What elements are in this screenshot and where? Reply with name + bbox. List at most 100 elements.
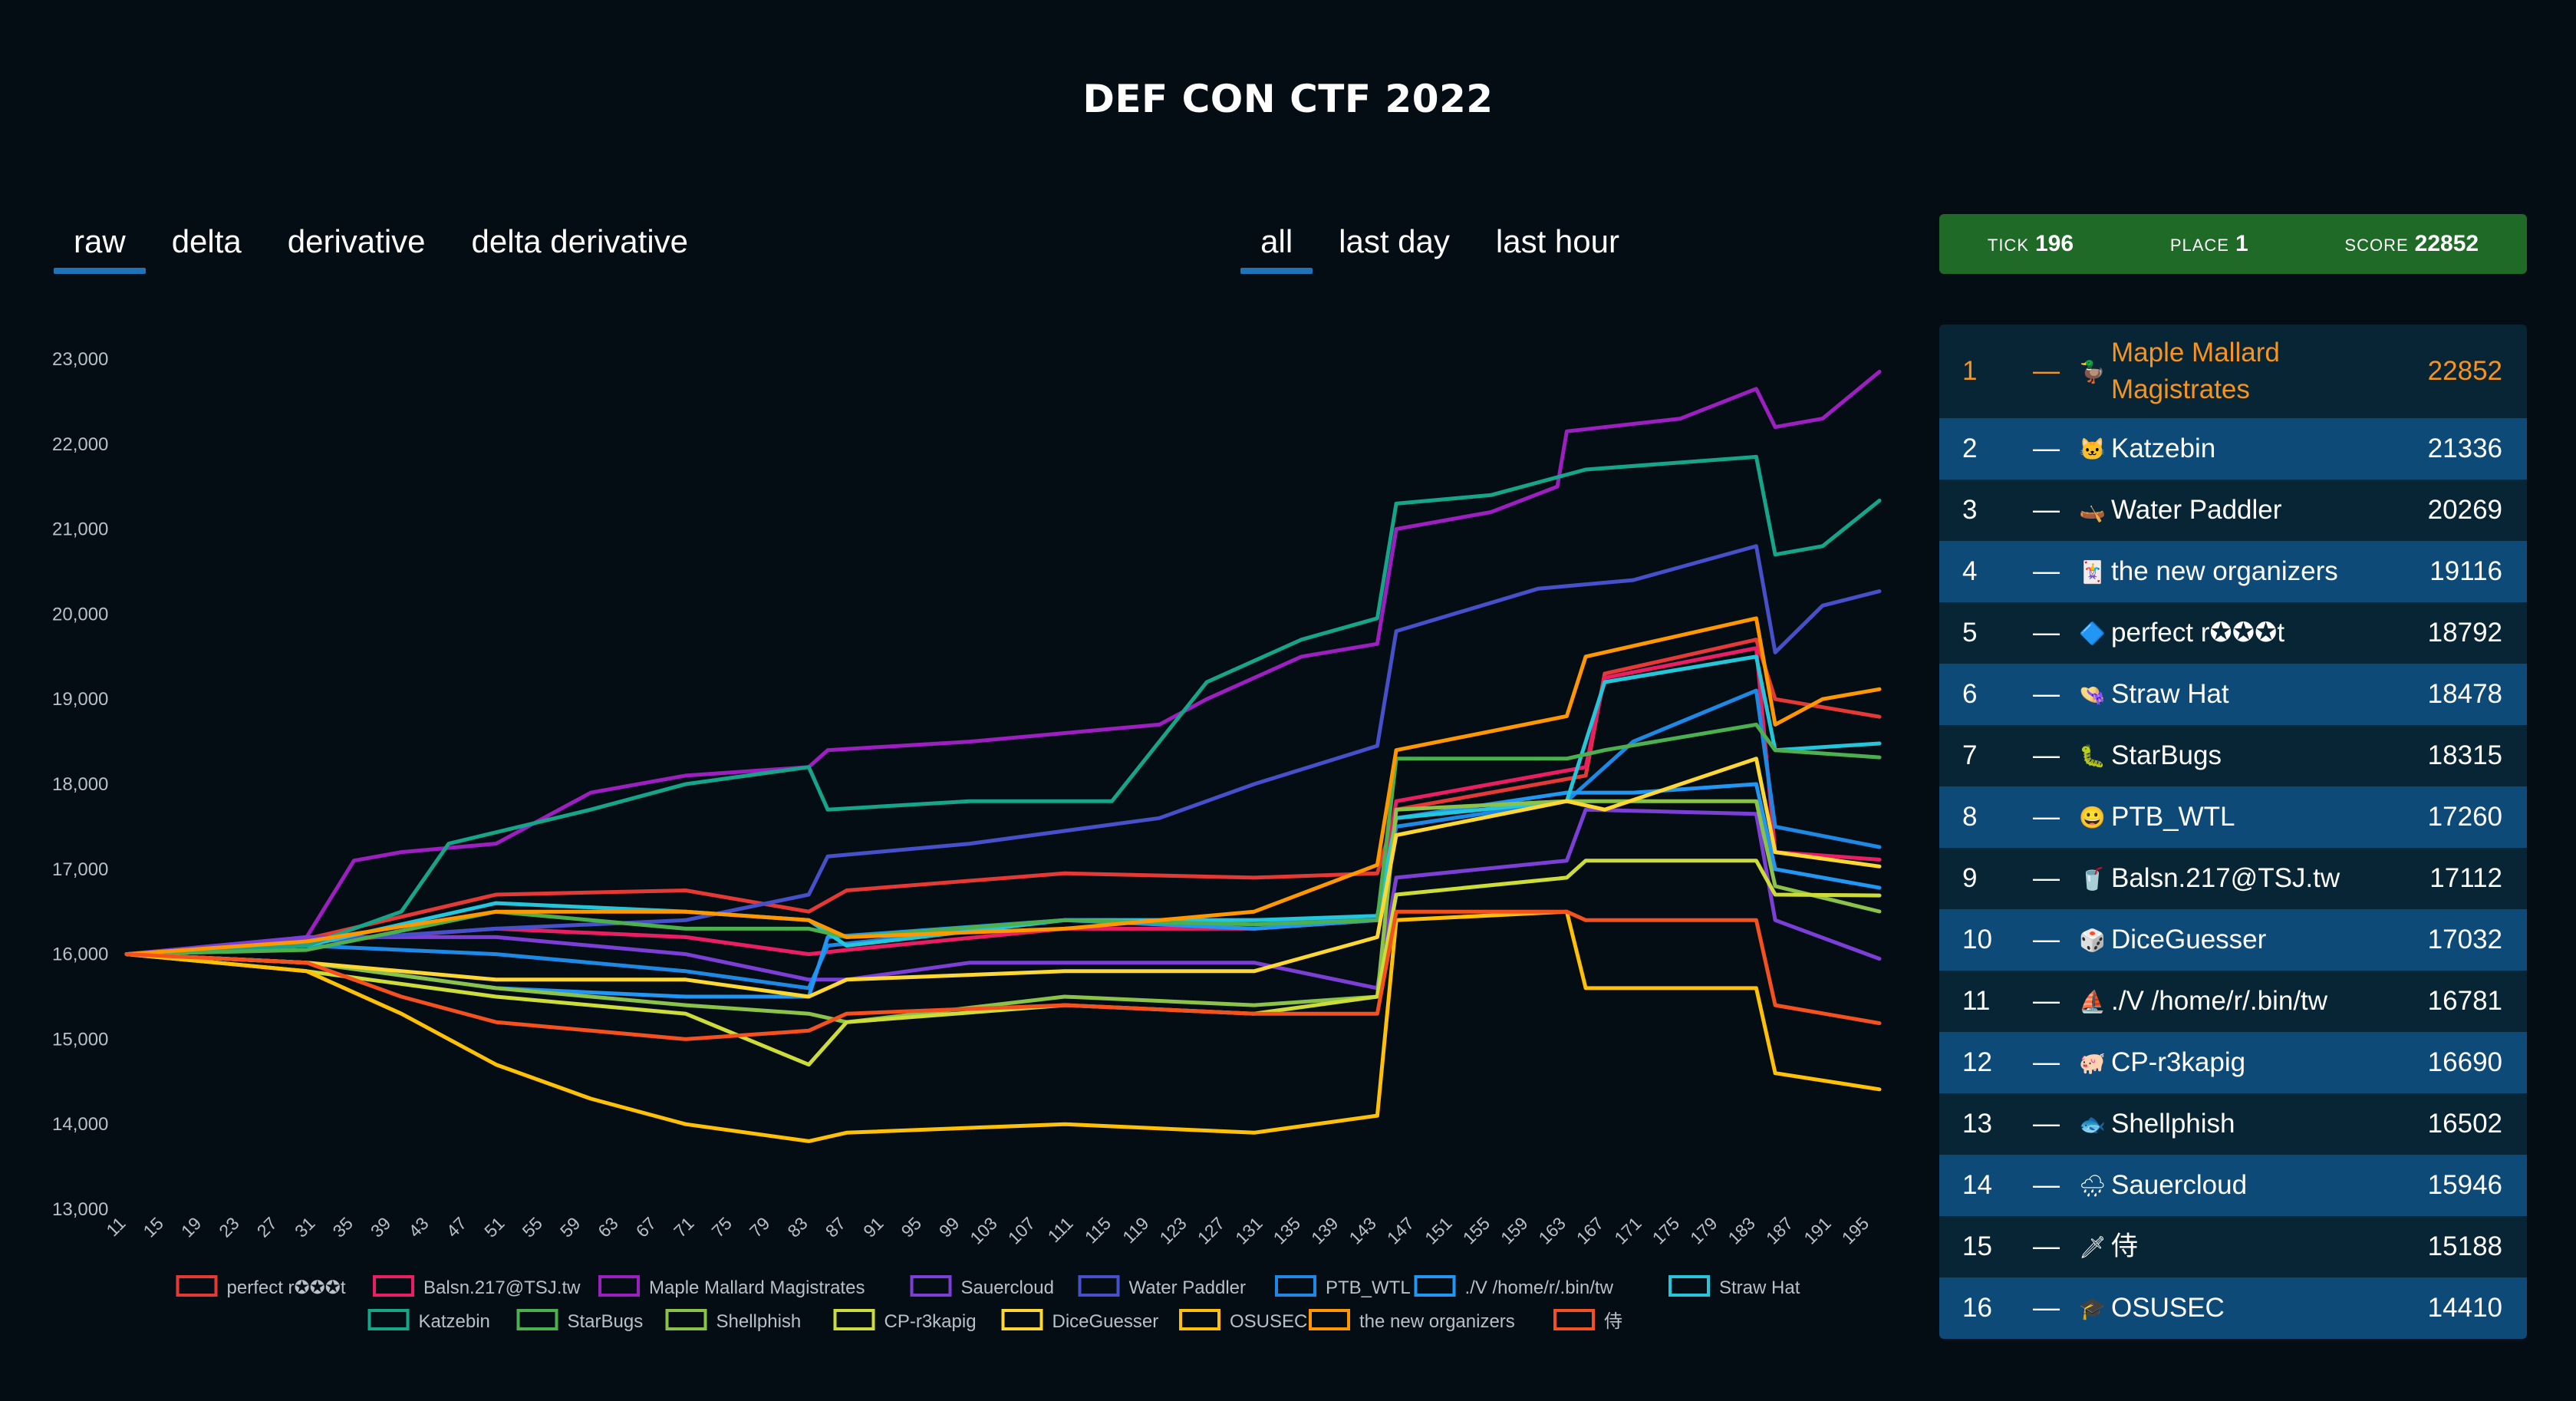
- legend-swatch[interactable]: [1179, 1309, 1220, 1330]
- scoreboard-row[interactable]: 11 — ⛵ ./V /home/r/.bin/tw 16781: [1939, 971, 2527, 1032]
- legend-swatch[interactable]: [367, 1309, 410, 1330]
- scoreboard-row[interactable]: 4 — 🃏 the new organizers 19116: [1939, 541, 2527, 602]
- series-line[interactable]: [124, 909, 1882, 1041]
- series-line[interactable]: [124, 722, 1882, 957]
- tab-raw[interactable]: raw: [54, 219, 146, 274]
- rank-trend-indicator: —: [2033, 863, 2060, 893]
- series-line[interactable]: [124, 616, 1882, 957]
- series-line[interactable]: [124, 369, 1882, 957]
- legend-swatch[interactable]: [833, 1309, 875, 1330]
- scoreboard-row[interactable]: 8 — 😀 PTB_WTL 17260: [1939, 786, 2527, 848]
- team-name: Straw Hat: [2111, 679, 2229, 709]
- legend-swatch[interactable]: [1668, 1275, 1710, 1297]
- x-tick-label: 195: [1838, 1213, 1873, 1248]
- tab-all[interactable]: all: [1240, 219, 1313, 274]
- x-tick-label: 87: [822, 1213, 849, 1241]
- scoreboard-row[interactable]: 5 — 🔷 perfect r✪✪✪t 18792: [1939, 602, 2527, 664]
- y-tick-label: 13,000: [52, 1199, 108, 1220]
- legend-label[interactable]: the new organizers: [1359, 1311, 1515, 1332]
- team-rank: 4: [1962, 556, 1978, 586]
- team-score: 19116: [2429, 556, 2502, 586]
- team-name: Water Paddler: [2111, 495, 2282, 525]
- team-rank: 9: [1962, 863, 1978, 893]
- score-value: 22852: [2414, 231, 2479, 256]
- team-rank: 1: [1962, 356, 1978, 386]
- team-score: 21336: [2427, 433, 2502, 463]
- legend-swatch[interactable]: [1553, 1309, 1595, 1330]
- scoreboard-row[interactable]: 7 — 🐛 StarBugs 18315: [1939, 725, 2527, 786]
- team-rank: 11: [1962, 986, 1991, 1016]
- y-tick-label: 20,000: [52, 604, 108, 625]
- legend-label[interactable]: Shellphish: [716, 1311, 802, 1332]
- legend-swatch[interactable]: [1001, 1309, 1043, 1330]
- legend-label[interactable]: DiceGuesser: [1052, 1311, 1159, 1332]
- legend-label[interactable]: Water Paddler: [1129, 1277, 1247, 1298]
- legend-label[interactable]: 侍: [1604, 1311, 1622, 1332]
- team-rank: 3: [1962, 495, 1978, 525]
- team-score: 18792: [2427, 618, 2502, 648]
- scoreboard-row[interactable]: 15 — 🗡 侍 15188: [1939, 1216, 2527, 1277]
- series-line[interactable]: [124, 654, 1882, 957]
- legend-swatch[interactable]: [910, 1275, 952, 1297]
- legend-swatch[interactable]: [176, 1275, 218, 1297]
- rank-trend-indicator: —: [2033, 1293, 2060, 1323]
- series-line[interactable]: [124, 544, 1882, 957]
- mode-tabs: raw delta derivative delta derivative: [54, 219, 714, 274]
- rank-trend-indicator: —: [2033, 1047, 2060, 1077]
- scoreboard-row[interactable]: 14 — 🌧 Sauercloud 15946: [1939, 1155, 2527, 1216]
- rank-trend-indicator: —: [2033, 802, 2060, 832]
- legend-label[interactable]: Katzebin: [419, 1311, 490, 1332]
- tab-last-day[interactable]: last day: [1339, 223, 1450, 259]
- legend-swatch[interactable]: [516, 1309, 558, 1330]
- legend-label[interactable]: StarBugs: [568, 1311, 644, 1332]
- team-rank: 15: [1962, 1231, 1992, 1261]
- legend-swatch[interactable]: [373, 1275, 414, 1297]
- scoreboard-row[interactable]: 9 — 🥤 Balsn.217@TSJ.tw 17112: [1939, 848, 2527, 909]
- range-tabs: all last day last hour: [1240, 219, 1645, 274]
- legend-label[interactable]: Sauercloud: [961, 1277, 1054, 1298]
- scoreboard-row[interactable]: 13 — 🐟 Shellphish 16502: [1939, 1093, 2527, 1155]
- tab-derivative[interactable]: derivative: [287, 223, 426, 259]
- legend-label[interactable]: perfect r✪✪✪t: [227, 1277, 346, 1298]
- legend-label[interactable]: PTB_WTL: [1326, 1277, 1411, 1298]
- tab-delta-derivative[interactable]: delta derivative: [471, 223, 689, 259]
- series-line[interactable]: [124, 757, 1882, 999]
- scoreboard-row[interactable]: 1 — 🦆 Maple Mallard Magistrates 22852: [1939, 325, 2527, 418]
- x-tick-label: 47: [443, 1213, 470, 1241]
- legend-label[interactable]: ./V /home/r/.bin/tw: [1465, 1277, 1614, 1298]
- x-tick-label: 27: [253, 1213, 281, 1241]
- scoreboard-row[interactable]: 10 — 🎲 DiceGuesser 17032: [1939, 909, 2527, 971]
- legend-swatch[interactable]: [1414, 1275, 1456, 1297]
- legend-swatch[interactable]: [598, 1275, 640, 1297]
- scoreboard-row[interactable]: 12 — 🐖 CP-r3kapig 16690: [1939, 1032, 2527, 1093]
- legend-swatch[interactable]: [1078, 1275, 1120, 1297]
- legend-label[interactable]: Maple Mallard Magistrates: [649, 1277, 865, 1298]
- x-tick-label: 75: [708, 1213, 736, 1241]
- series-line[interactable]: [124, 799, 1882, 1024]
- tab-last-hour[interactable]: last hour: [1495, 223, 1619, 259]
- legend-label[interactable]: Straw Hat: [1719, 1277, 1800, 1298]
- y-tick-label: 17,000: [52, 859, 108, 880]
- legend-swatch[interactable]: [1309, 1309, 1350, 1330]
- series-line[interactable]: [124, 807, 1882, 991]
- x-tick-label: 183: [1724, 1213, 1759, 1248]
- legend-label[interactable]: CP-r3kapig: [884, 1311, 977, 1332]
- series-line[interactable]: [124, 454, 1882, 957]
- legend-label[interactable]: OSUSEC: [1230, 1311, 1307, 1332]
- pig-icon: 🐖: [2079, 1050, 2106, 1075]
- tab-delta[interactable]: delta: [171, 223, 242, 259]
- legend-swatch[interactable]: [665, 1309, 707, 1330]
- team-name: ./V /home/r/.bin/tw: [2111, 986, 2328, 1016]
- scoreboard-row[interactable]: 3 — 🛶 Water Paddler 20269: [1939, 480, 2527, 541]
- scoreboard-row[interactable]: 2 — 🐱 Katzebin 21336: [1939, 418, 2527, 480]
- scoreboard-row[interactable]: 6 — 👒 Straw Hat 18478: [1939, 664, 2527, 725]
- series-line[interactable]: [124, 782, 1882, 999]
- rank-trend-indicator: —: [2033, 1109, 2060, 1139]
- rank-trend-indicator: —: [2033, 433, 2060, 463]
- scoreboard-row[interactable]: 16 — 🎓 OSUSEC 14410: [1939, 1277, 2527, 1339]
- series-line[interactable]: [124, 909, 1882, 1143]
- legend-swatch[interactable]: [1275, 1275, 1316, 1297]
- legend-label[interactable]: Balsn.217@TSJ.tw: [423, 1277, 581, 1298]
- series-line[interactable]: [124, 638, 1882, 957]
- x-tick-label: 123: [1155, 1213, 1191, 1248]
